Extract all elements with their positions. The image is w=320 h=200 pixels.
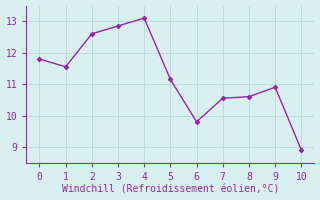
- X-axis label: Windchill (Refroidissement éolien,°C): Windchill (Refroidissement éolien,°C): [62, 184, 279, 194]
